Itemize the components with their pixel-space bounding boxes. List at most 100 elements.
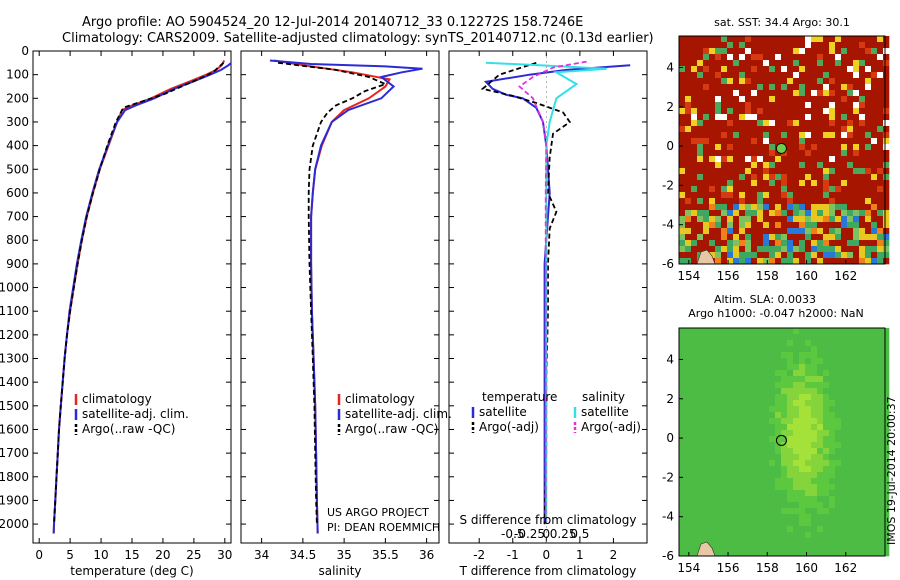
sst-map-cell — [787, 120, 794, 127]
sst-map-cell — [877, 54, 884, 61]
sla-map-cell — [829, 346, 836, 353]
sla-map-cell — [685, 418, 692, 425]
sst-map-cell — [727, 246, 734, 253]
sst-map-cell — [787, 198, 794, 205]
sst-map-cell — [853, 192, 860, 199]
sla-map-cell — [811, 442, 818, 449]
sla-map-cell — [871, 382, 878, 389]
sla-map-cell — [847, 490, 854, 497]
sla-map-cell — [793, 430, 800, 437]
sla-map-cell — [733, 490, 740, 497]
sla-map-cell — [757, 334, 764, 341]
sla-map-cell — [709, 394, 716, 401]
sla-map-cell — [685, 460, 692, 467]
sla-map-cell — [787, 466, 794, 473]
salinity-xtick-label: 35 — [336, 548, 351, 562]
sla-map-cell — [721, 496, 728, 503]
sst-map-cell — [709, 150, 716, 157]
sst-map-cell — [811, 42, 818, 49]
sst-map-cell — [709, 222, 716, 229]
sst-map-cell — [697, 114, 704, 121]
sla-map-cell — [769, 418, 776, 425]
sla-map-cell — [703, 538, 710, 545]
sla-map-cell — [811, 376, 818, 383]
sla-map-cell — [817, 538, 824, 545]
sla-map-cell — [721, 478, 728, 485]
sst-map-cell — [697, 216, 704, 223]
sst-map-cell — [775, 102, 782, 109]
sst-map-cell — [763, 204, 770, 211]
sla-map-cell — [763, 370, 770, 377]
sla-map-cell — [697, 532, 704, 539]
sst-map-cell — [739, 96, 746, 103]
sla-map-cell — [853, 490, 860, 497]
sst-map-cell — [835, 72, 842, 79]
sst-map-cell — [859, 132, 866, 139]
sst-map-cell — [769, 66, 776, 73]
sla-map-cell — [841, 508, 848, 515]
sla-map-cell — [841, 496, 848, 503]
sst-map-cell — [835, 114, 842, 121]
sla-map-cell — [817, 412, 824, 419]
sla-map-cell — [769, 424, 776, 431]
sst-map-cell — [727, 96, 734, 103]
sla-map-cell — [745, 520, 752, 527]
sst-map-cell — [883, 222, 890, 229]
sla-map-cell — [757, 484, 764, 491]
sst-map-cell — [859, 78, 866, 85]
sst-map-cell — [871, 54, 878, 61]
sst-map-cell — [799, 234, 806, 241]
sla-map-cell — [763, 478, 770, 485]
sst-map-cell — [817, 60, 824, 67]
sst-map-cell — [685, 168, 692, 175]
sla-map-cell — [787, 436, 794, 443]
sst-map-cell — [715, 216, 722, 223]
sst-map-cell — [751, 240, 758, 247]
sst-map-cell — [823, 120, 830, 127]
sla-map-cell — [727, 340, 734, 347]
sst-map-cell — [883, 132, 890, 139]
sla-map-cell — [823, 448, 830, 455]
sla-map-cell — [883, 370, 890, 377]
sst-map-cell — [865, 84, 872, 91]
sst-map-ytick-label: 4 — [666, 60, 674, 74]
sla-map-cell — [685, 376, 692, 383]
sla-map-cell — [715, 538, 722, 545]
sst-map-cell — [847, 138, 854, 145]
sla-map-cell — [823, 406, 830, 413]
sla-map-cell — [811, 550, 818, 557]
sst-map-cell — [703, 72, 710, 79]
sla-map-cell — [871, 364, 878, 371]
temperature-xlabel: temperature (deg C) — [70, 564, 193, 578]
sst-map-cell — [703, 228, 710, 235]
sla-map-cell — [787, 406, 794, 413]
sla-map-cell — [763, 340, 770, 347]
sst-map-cell — [805, 66, 812, 73]
sla-map-cell — [733, 358, 740, 365]
sst-map-cell — [829, 228, 836, 235]
sst-map-cell — [703, 84, 710, 91]
sla-map-cell — [685, 394, 692, 401]
sla-map-cell — [853, 442, 860, 449]
sst-map-cell — [871, 138, 878, 145]
sla-map-cell — [883, 544, 890, 551]
sla-map-cell — [715, 442, 722, 449]
sst-map-cell — [805, 126, 812, 133]
sst-map-cell — [781, 114, 788, 121]
sst-map-cell — [679, 246, 686, 253]
sst-map-cell — [787, 192, 794, 199]
sla-map-cell — [691, 370, 698, 377]
credits-line-1: US ARGO PROJECT — [327, 506, 429, 519]
legend-entry: Argo(-adj) — [479, 420, 539, 434]
sst-map-cell — [799, 48, 806, 55]
sla-map-cell — [871, 328, 878, 335]
sst-map-cell — [853, 144, 860, 151]
sla-map-cell — [823, 340, 830, 347]
sla-map-cell — [823, 382, 830, 389]
sst-map-cell — [733, 108, 740, 115]
sst-map-cell — [685, 258, 692, 265]
sst-map-cell — [799, 258, 806, 265]
sla-map-cell — [745, 364, 752, 371]
sla-map-cell — [775, 454, 782, 461]
sst-map-cell — [877, 258, 884, 265]
